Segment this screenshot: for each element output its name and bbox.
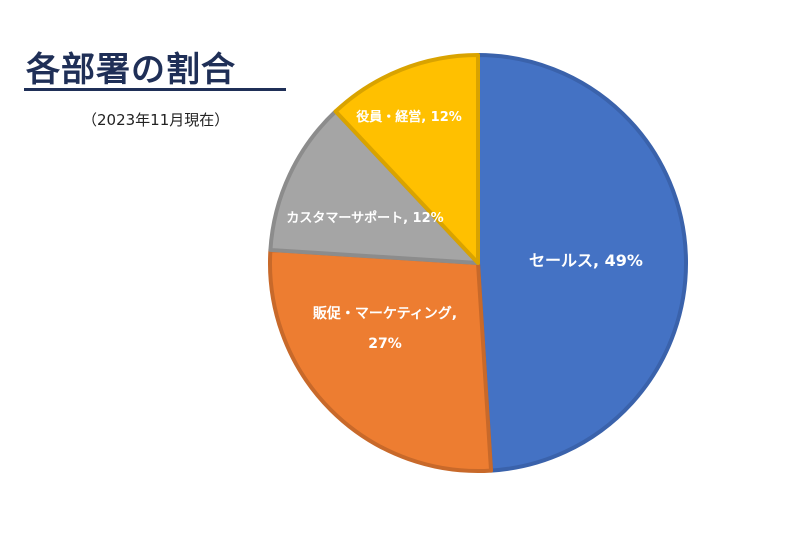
chart-title: 各部署の割合 [26,50,236,90]
title-underline [24,88,286,91]
pie-slice-2 [268,247,494,473]
pie-slice-4 [333,53,480,265]
slice-label-1: セールス, 49% [529,251,643,270]
chart-subtitle: （2023年11月現在） [82,111,230,129]
slice-label-2: 販促・マーケティング, 27% [313,305,457,352]
slice-label-3: カスタマーサポート, 12% [286,210,443,226]
slice-label-4: 役員・経営, 12% [356,109,462,125]
pie-slice-1 [476,53,688,473]
pie-slice-3 [268,109,480,265]
